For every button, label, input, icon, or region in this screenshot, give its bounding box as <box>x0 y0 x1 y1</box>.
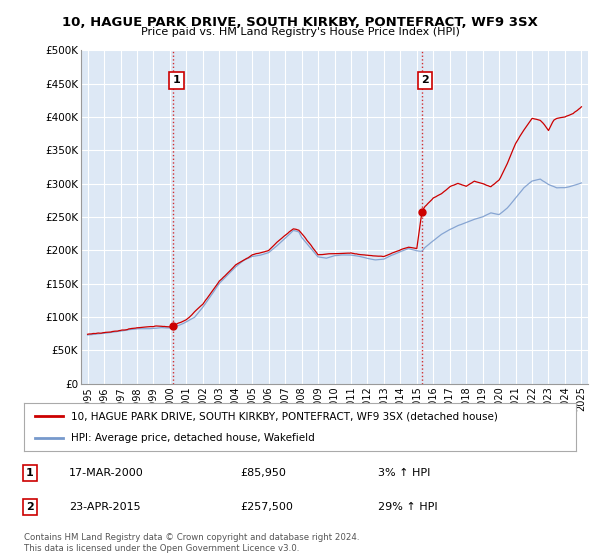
Text: 29% ↑ HPI: 29% ↑ HPI <box>378 502 437 512</box>
Text: 10, HAGUE PARK DRIVE, SOUTH KIRKBY, PONTEFRACT, WF9 3SX (detached house): 10, HAGUE PARK DRIVE, SOUTH KIRKBY, PONT… <box>71 411 498 421</box>
Text: 1: 1 <box>173 76 181 85</box>
Text: HPI: Average price, detached house, Wakefield: HPI: Average price, detached house, Wake… <box>71 433 314 443</box>
Text: £257,500: £257,500 <box>240 502 293 512</box>
Text: 3% ↑ HPI: 3% ↑ HPI <box>378 468 430 478</box>
Text: 10, HAGUE PARK DRIVE, SOUTH KIRKBY, PONTEFRACT, WF9 3SX: 10, HAGUE PARK DRIVE, SOUTH KIRKBY, PONT… <box>62 16 538 29</box>
Text: 2: 2 <box>26 502 34 512</box>
Text: 2: 2 <box>421 76 429 85</box>
Text: Contains HM Land Registry data © Crown copyright and database right 2024.
This d: Contains HM Land Registry data © Crown c… <box>24 533 359 553</box>
Text: Price paid vs. HM Land Registry's House Price Index (HPI): Price paid vs. HM Land Registry's House … <box>140 27 460 37</box>
Text: £85,950: £85,950 <box>240 468 286 478</box>
Text: 23-APR-2015: 23-APR-2015 <box>69 502 140 512</box>
Text: 1: 1 <box>26 468 34 478</box>
Text: 17-MAR-2000: 17-MAR-2000 <box>69 468 144 478</box>
